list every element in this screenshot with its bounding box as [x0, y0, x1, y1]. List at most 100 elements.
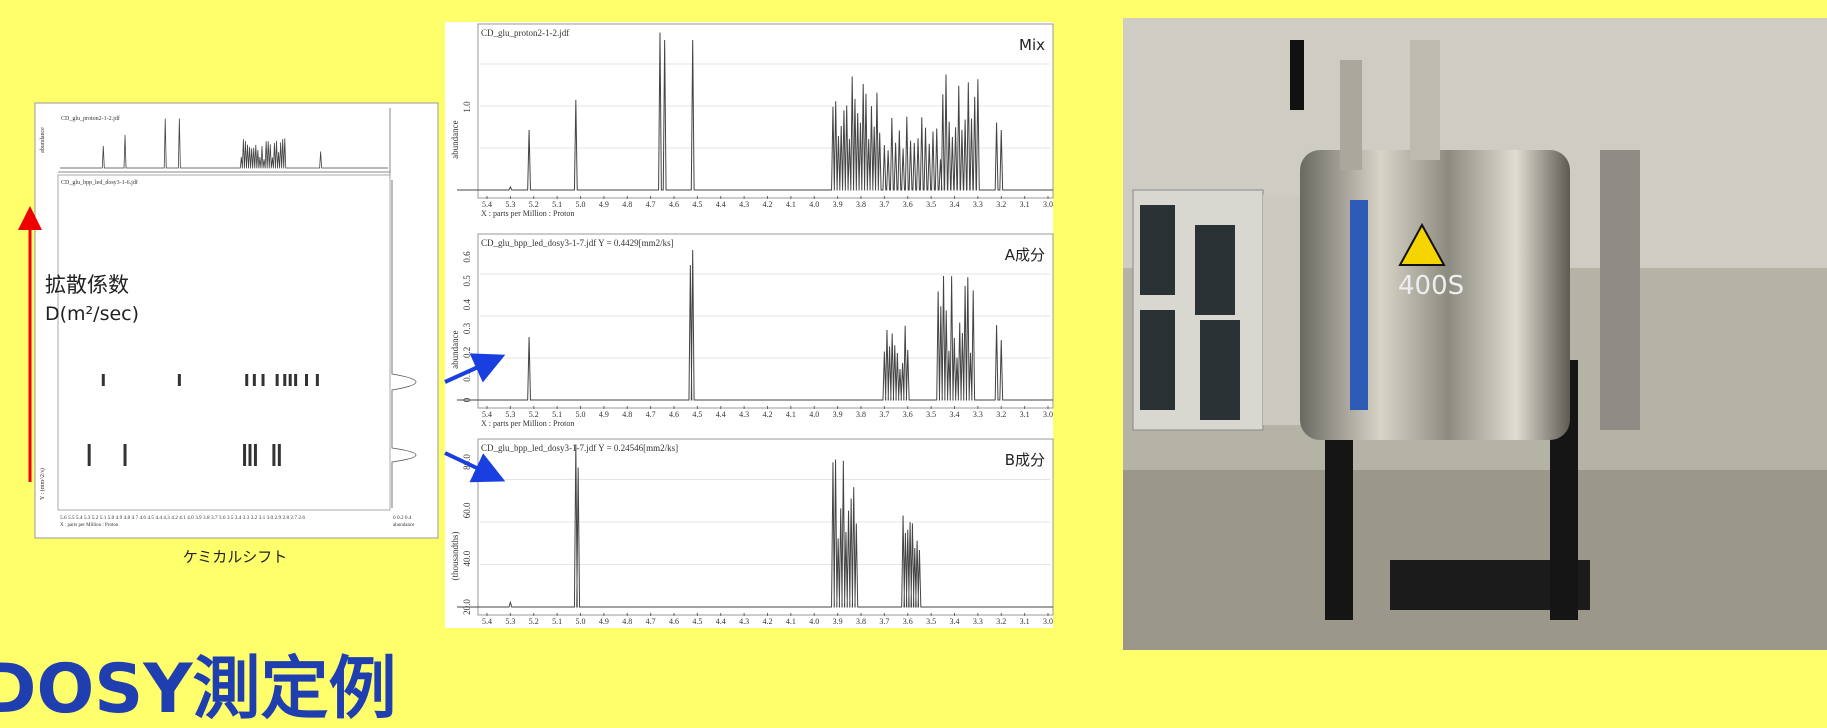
axis-label: abundance [40, 127, 46, 153]
x-tick-label: 3.3 [973, 200, 983, 209]
y-tick-label: 40.0 [462, 550, 472, 566]
file-name: CD_glu_bpp_led_dosy3-1-6.jdf [61, 179, 138, 186]
x-tick-label: 5.2 [529, 200, 539, 209]
x-tick-label: 4.1 [786, 617, 796, 626]
spot [243, 444, 246, 466]
slide: CD_glu_proton2-1-2.jdfMixabundance1.05.4… [0, 0, 1827, 728]
spectra-panel [445, 22, 1053, 628]
x-tick-label: 3.3 [973, 410, 983, 419]
x-tick-label: 4.6 [669, 617, 679, 626]
x-tick-label: 5.0 [576, 617, 586, 626]
x-tick-label: 4.5 [692, 200, 702, 209]
y-tick-label: 0.4 [462, 299, 472, 311]
x-tick-label: 4.4 [716, 410, 726, 419]
x-tick-label: 3.6 [903, 410, 913, 419]
x-tick-label: 4.9 [599, 200, 609, 209]
x-tick-label: 3.4 [950, 410, 960, 419]
x-tick-label: 5.3 [505, 200, 515, 209]
spot [305, 374, 308, 386]
spot [178, 374, 181, 386]
spectrum-label: Mix [1019, 36, 1045, 54]
spot [289, 374, 292, 386]
x-ticks: 0 0.2 0.4 [393, 515, 412, 521]
x-tick-label: 5.0 [576, 410, 586, 419]
x-tick-label: 5.4 [482, 617, 492, 626]
annotation: 拡散係数 [45, 273, 129, 297]
file-name: CD_glu_bpp_led_dosy3-1-7.jdf Y = 0.24546… [481, 443, 678, 453]
x-tick-label: 3.1 [1020, 617, 1030, 626]
x-tick-label: 3.2 [996, 200, 1006, 209]
x-tick-label: 4.7 [646, 410, 656, 419]
x-tick-label: 3.2 [996, 410, 1006, 419]
y-tick-label: 0.3 [462, 322, 472, 334]
x-tick-label: 3.9 [833, 410, 843, 419]
x-tick-label: 4.3 [739, 617, 749, 626]
x-tick-label: 5.2 [529, 617, 539, 626]
x-tick-label: 4.5 [692, 617, 702, 626]
spectrum-label: A成分 [1005, 246, 1045, 264]
x-tick-label: 5.4 [482, 410, 492, 419]
y-axis-label: (thousandths) [450, 532, 460, 581]
x-tick-label: 4.2 [763, 410, 773, 419]
x-tick-label: 5.1 [552, 617, 562, 626]
x-tick-label: 4.9 [599, 410, 609, 419]
x-tick-label: 4.1 [786, 410, 796, 419]
x-tick-label: 3.9 [833, 200, 843, 209]
photo: 400S [1123, 18, 1827, 650]
y-tick-label: 20.0 [462, 599, 472, 615]
x-tick-label: 3.8 [856, 200, 866, 209]
x-tick-label: 4.3 [739, 410, 749, 419]
x-tick-label: 3.0 [1043, 410, 1053, 419]
x-tick-label: 4.0 [809, 410, 819, 419]
spectrum-label: B成分 [1005, 451, 1045, 469]
caption: ケミカルシフト [183, 548, 288, 566]
spot [294, 374, 297, 386]
x-tick-label: 4.0 [809, 200, 819, 209]
spot [272, 444, 275, 466]
x-tick-label: 5.2 [529, 410, 539, 419]
spot [88, 444, 91, 466]
file-name: CD_glu_bpp_led_dosy3-1-7.jdf Y = 0.4429[… [481, 238, 674, 248]
x-tick-label: 4.8 [622, 200, 632, 209]
x-tick-label: 4.2 [763, 617, 773, 626]
x-tick-label: 4.7 [646, 617, 656, 626]
x-tick-label: 4.3 [739, 200, 749, 209]
x-tick-label: 4.1 [786, 200, 796, 209]
spot [278, 444, 281, 466]
axis-label: Y : (mm^2/s) [39, 468, 46, 500]
x-tick-label: 3.5 [926, 410, 936, 419]
y-tick-label: 60.0 [462, 502, 472, 518]
x-tick-label: 4.6 [669, 410, 679, 419]
spot [283, 374, 286, 386]
slide-title: DOSY測定例 [0, 650, 396, 728]
x-ticks: 5.6 5.5 5.4 5.3 5.2 5.1 5.0 4.9 4.8 4.7 … [60, 515, 305, 521]
y-tick-label: 0.6 [462, 251, 472, 263]
x-tick-label: 4.2 [763, 200, 773, 209]
x-tick-label: 3.3 [973, 617, 983, 626]
y-tick-label: 1.0 [462, 101, 472, 113]
x-tick-label: 3.4 [950, 200, 960, 209]
x-tick-label: 4.4 [716, 200, 726, 209]
x-tick-label: 3.6 [903, 200, 913, 209]
x-tick-label: 3.1 [1020, 410, 1030, 419]
spot [102, 374, 105, 386]
photo-text: 400S [1398, 271, 1464, 301]
spot [245, 374, 248, 386]
x-tick-label: 3.7 [879, 200, 889, 209]
y-axis-label: abundance [450, 330, 460, 368]
file-name: CD_glu_proton2-1-2.jdf [481, 28, 569, 38]
spot [262, 374, 265, 386]
x-tick-label: 4.7 [646, 200, 656, 209]
x-tick-label: 5.1 [552, 200, 562, 209]
spot [316, 374, 319, 386]
x-tick-label: 3.7 [879, 410, 889, 419]
x-tick-label: 3.5 [926, 200, 936, 209]
spot [276, 374, 279, 386]
x-tick-label: 4.5 [692, 410, 702, 419]
spot [254, 444, 257, 466]
x-tick-label: 3.7 [879, 617, 889, 626]
x-tick-label: 4.4 [716, 617, 726, 626]
x-tick-label: 3.9 [833, 617, 843, 626]
x-axis-label: X : parts per Million : Proton [481, 419, 574, 428]
y-axis-label: abundance [450, 120, 460, 158]
